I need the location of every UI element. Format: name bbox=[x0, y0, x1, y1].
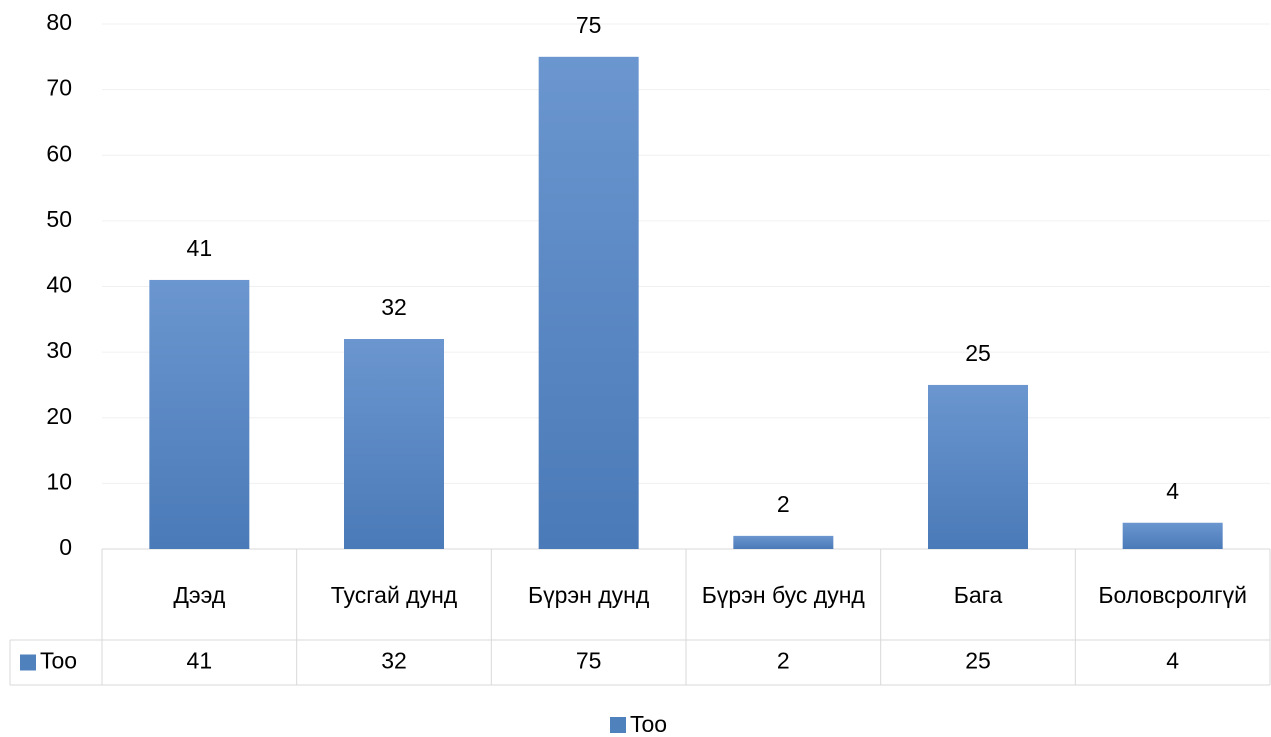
bar bbox=[733, 535, 834, 549]
y-tick-label: 0 bbox=[59, 534, 72, 560]
x-tick-label: Дээд bbox=[173, 581, 226, 608]
y-tick-label: 30 bbox=[46, 337, 72, 363]
x-tick-label: Боловсролгүй bbox=[1098, 581, 1247, 608]
y-tick-label: 20 bbox=[46, 403, 72, 429]
data-label: 41 bbox=[187, 235, 213, 261]
bar bbox=[928, 384, 1028, 549]
y-tick-label: 50 bbox=[46, 206, 72, 232]
data-label: 32 bbox=[381, 294, 407, 320]
y-tick-label: 60 bbox=[46, 140, 72, 166]
data-label: 2 bbox=[777, 491, 790, 517]
table-legend-label: Too bbox=[40, 648, 77, 674]
bar bbox=[1122, 522, 1223, 549]
table-value: 25 bbox=[965, 648, 991, 674]
data-label: 4 bbox=[1166, 478, 1179, 504]
x-tick-label: Бүрэн дунд bbox=[528, 581, 650, 608]
table-value: 32 bbox=[381, 648, 407, 674]
table-legend-key bbox=[20, 654, 36, 671]
data-label: 25 bbox=[965, 340, 991, 366]
legend-key bbox=[610, 717, 626, 733]
data-label: 75 bbox=[576, 12, 602, 38]
table-value: 41 bbox=[187, 648, 213, 674]
x-tick-label: Бага bbox=[953, 581, 1003, 608]
legend-label: Too bbox=[630, 711, 667, 737]
table-value: 4 bbox=[1166, 648, 1179, 674]
bar bbox=[149, 279, 250, 549]
table-value: 75 bbox=[576, 648, 602, 674]
bar bbox=[344, 339, 444, 549]
x-tick-label: Бүрэн бус дунд bbox=[701, 581, 865, 608]
y-tick-label: 10 bbox=[46, 468, 72, 494]
table-value: 2 bbox=[777, 648, 790, 674]
y-tick-label: 70 bbox=[46, 75, 72, 101]
bar bbox=[538, 56, 639, 549]
y-tick-label: 80 bbox=[46, 9, 72, 35]
y-tick-label: 40 bbox=[46, 272, 72, 298]
x-tick-label: Тусгай дунд bbox=[330, 581, 458, 608]
